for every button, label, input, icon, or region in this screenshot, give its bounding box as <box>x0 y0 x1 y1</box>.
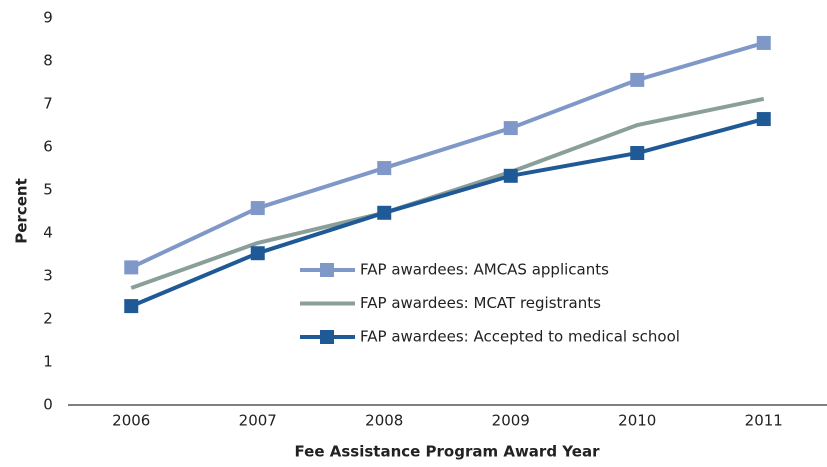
x-tick-label: 2006 <box>112 412 150 430</box>
y-tick-label: 3 <box>43 267 53 285</box>
x-tick-label: 2009 <box>492 412 530 430</box>
x-tick-label: 2010 <box>618 412 656 430</box>
x-tick-label: 2007 <box>239 412 277 430</box>
point-marker <box>124 260 139 275</box>
point-marker <box>756 35 771 50</box>
x-tick-label: 2008 <box>365 412 403 430</box>
point-marker <box>503 121 518 136</box>
point-marker <box>630 72 645 87</box>
y-tick-label: 0 <box>43 396 53 414</box>
point-marker <box>124 299 139 314</box>
series-line <box>130 117 765 308</box>
y-tick-label: 6 <box>43 138 53 156</box>
point-marker <box>377 161 392 176</box>
y-axis-label: Percent <box>13 178 31 243</box>
point-marker <box>756 112 771 127</box>
y-tick-label: 1 <box>43 353 53 371</box>
y-tick-label: 5 <box>43 181 53 199</box>
point-marker <box>503 168 518 183</box>
y-tick-label: 2 <box>43 310 53 328</box>
y-tick-label: 8 <box>43 52 53 70</box>
point-marker <box>250 201 265 216</box>
legend-label: FAP awardees: Accepted to medical school <box>360 328 680 346</box>
series-line <box>130 41 765 270</box>
point-marker <box>250 246 265 261</box>
point-marker <box>377 205 392 220</box>
legend-marker <box>320 330 334 344</box>
y-tick-label: 7 <box>43 95 53 113</box>
x-axis-label: Fee Assistance Program Award Year <box>295 443 601 461</box>
x-tick-label: 2011 <box>745 412 783 430</box>
legend-marker <box>320 263 334 277</box>
point-marker <box>630 146 645 161</box>
legend-label: FAP awardees: MCAT registrants <box>360 294 601 312</box>
y-tick-label: 4 <box>43 224 53 242</box>
legend-label: FAP awardees: AMCAS applicants <box>360 261 609 279</box>
y-tick-label: 9 <box>43 9 53 27</box>
